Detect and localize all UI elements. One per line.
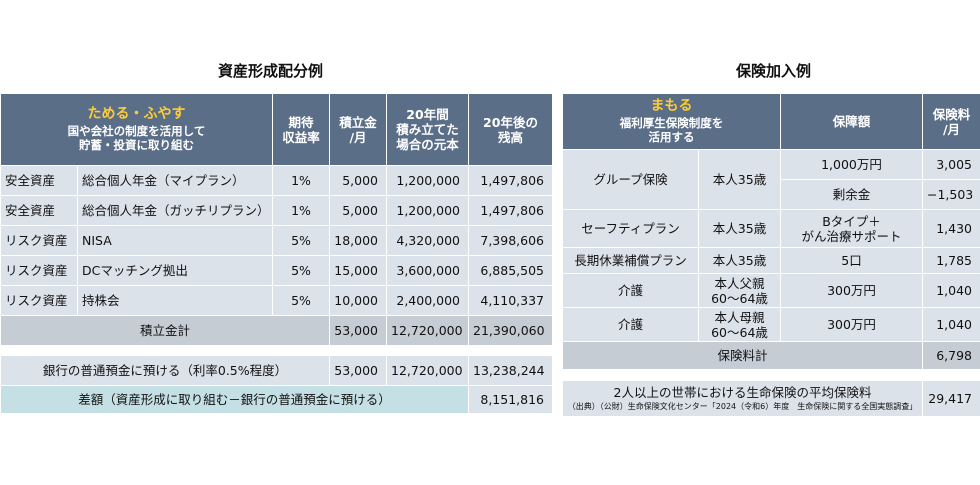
total-label: 積立金計 xyxy=(0,315,330,346)
balance: 1,497,806 xyxy=(468,195,553,226)
insured: 本人35歳 xyxy=(698,149,781,210)
insured: 本人35歳 xyxy=(698,209,781,248)
left-header-description: ためる・ふやす 国や会社の制度を活用して 貯蓄・投資に取り組む xyxy=(0,93,273,166)
col-expected-return: 期待 収益率 xyxy=(272,93,330,166)
insured: 本人母親 60～64歳 xyxy=(698,307,781,342)
total-monthly: 53,000 xyxy=(329,315,387,346)
table-row: リスク資産 DCマッチング拠出 5% 15,000 3,600,000 6,88… xyxy=(0,255,553,286)
total-value: 6,798 xyxy=(922,341,980,370)
asset-type: 安全資産 xyxy=(0,195,78,226)
coverage: 300万円 xyxy=(780,273,923,308)
insured: 本人父親 60～64歳 xyxy=(698,273,781,308)
coverage: 300万円 xyxy=(780,307,923,342)
product-name: DCマッチング拠出 xyxy=(77,255,273,286)
premium: 3,005 xyxy=(922,149,980,180)
table-row: 介護 本人母親 60～64歳 300万円 1,040 xyxy=(562,307,980,342)
plan-name: 長期休業補償プラン xyxy=(562,247,699,274)
bank-monthly: 53,000 xyxy=(329,355,387,386)
bank-row: 銀行の普通預金に預ける（利率0.5%程度） 53,000 12,720,000 … xyxy=(0,355,553,386)
average-row: 2人以上の世帯における生命保険の平均保険料 （出典）（公財）生命保険文化センター… xyxy=(562,380,980,417)
plan-name: 介護 xyxy=(562,307,699,342)
rate: 1% xyxy=(272,195,330,226)
total-label: 保険料計 xyxy=(562,341,923,370)
insurance-example-title: 保険加入例 xyxy=(736,62,812,80)
product-name: NISA xyxy=(77,225,273,256)
principal: 1,200,000 xyxy=(386,195,469,226)
bank-principal: 12,720,000 xyxy=(386,355,469,386)
balance: 6,885,505 xyxy=(468,255,553,286)
table-row: リスク資産 NISA 5% 18,000 4,320,000 7,398,606 xyxy=(0,225,553,256)
table-row: 長期休業補償プラン 本人35歳 5口 1,785 xyxy=(562,247,980,274)
difference-value: 8,151,816 xyxy=(468,385,553,414)
balance: 4,110,337 xyxy=(468,285,553,316)
premium: 1,040 xyxy=(922,307,980,342)
right-header-description: まもる 福利厚生保険制度を 活用する xyxy=(562,93,781,150)
premium: 1,040 xyxy=(922,273,980,308)
coverage: 1,000万円 xyxy=(780,149,923,180)
difference-row: 差額（資産形成に取り組む－銀行の普通預金に預ける） 8,151,816 xyxy=(0,385,553,414)
table-row: 介護 本人父親 60～64歳 300万円 1,040 xyxy=(562,273,980,308)
rate: 5% xyxy=(272,255,330,286)
premium: 1,785 xyxy=(922,247,980,274)
table-row: セーフティプラン 本人35歳 Bタイプ＋ がん治療サポート 1,430 xyxy=(562,209,980,248)
monthly: 10,000 xyxy=(329,285,387,316)
table-row: グループ保険 本人35歳 1,000万円 3,005 xyxy=(562,149,980,210)
total-row: 積立金計 53,000 12,720,000 21,390,060 xyxy=(0,315,553,346)
average-value: 29,417 xyxy=(922,380,980,417)
total-balance: 21,390,060 xyxy=(468,315,553,346)
difference-label: 差額（資産形成に取り組む－銀行の普通預金に預ける） xyxy=(0,385,469,414)
rate: 5% xyxy=(272,285,330,316)
col-balance: 20年後の 残高 xyxy=(468,93,553,166)
principal: 2,400,000 xyxy=(386,285,469,316)
balance: 7,398,606 xyxy=(468,225,553,256)
plan-name: グループ保険 xyxy=(562,149,699,210)
col-monthly: 積立金/月 xyxy=(329,93,387,166)
plan-name: 介護 xyxy=(562,273,699,308)
source-note: （出典）（公財）生命保険文化センター「2024（令和6）年度 生命保険に関する全… xyxy=(567,402,918,412)
col-premium: 保険料/月 xyxy=(922,93,980,150)
asset-allocation-table: ためる・ふやす 国や会社の制度を活用して 貯蓄・投資に取り組む 期待 収益率 積立… xyxy=(0,93,553,414)
premium: 1,430 xyxy=(922,209,980,248)
asset-type: 安全資産 xyxy=(0,165,78,196)
monthly: 5,000 xyxy=(329,195,387,226)
plan-name: セーフティプラン xyxy=(562,209,699,248)
insured: 本人35歳 xyxy=(698,247,781,274)
balance: 1,497,806 xyxy=(468,165,553,196)
premium: −1,503 xyxy=(922,179,980,210)
bank-balance: 13,238,244 xyxy=(468,355,553,386)
coverage: 5口 xyxy=(780,247,923,274)
average-label: 2人以上の世帯における生命保険の平均保険料 （出典）（公財）生命保険文化センター… xyxy=(562,380,923,417)
asset-type: リスク資産 xyxy=(0,285,78,316)
monthly: 5,000 xyxy=(329,165,387,196)
table-row: リスク資産 持株会 5% 10,000 2,400,000 4,110,337 xyxy=(0,285,553,316)
rate: 1% xyxy=(272,165,330,196)
left-header-highlight: ためる・ふやす xyxy=(87,106,186,123)
product-name: 持株会 xyxy=(77,285,273,316)
table-row: 安全資産 総合個人年金（マイプラン） 1% 5,000 1,200,000 1,… xyxy=(0,165,553,196)
asset-type: リスク資産 xyxy=(0,225,78,256)
principal: 4,320,000 xyxy=(386,225,469,256)
table-row: 安全資産 総合個人年金（ガッチリプラン） 1% 5,000 1,200,000 … xyxy=(0,195,553,226)
monthly: 18,000 xyxy=(329,225,387,256)
product-name: 総合個人年金（マイプラン） xyxy=(77,165,273,196)
insurance-table: まもる 福利厚生保険制度を 活用する 保障額 保険料/月 グループ保険 本人35… xyxy=(562,93,980,417)
asset-allocation-title: 資産形成配分例 xyxy=(218,62,324,80)
col-coverage: 保障額 xyxy=(780,93,923,150)
product-name: 総合個人年金（ガッチリプラン） xyxy=(77,195,273,226)
coverage: Bタイプ＋ がん治療サポート xyxy=(780,209,923,248)
coverage: 剰余金 xyxy=(780,179,923,210)
right-header-highlight: まもる xyxy=(650,98,693,115)
bank-label: 銀行の普通預金に預ける（利率0.5%程度） xyxy=(0,355,330,386)
monthly: 15,000 xyxy=(329,255,387,286)
principal: 3,600,000 xyxy=(386,255,469,286)
total-row: 保険料計 6,798 xyxy=(562,341,980,370)
total-principal: 12,720,000 xyxy=(386,315,469,346)
col-principal: 20年間 積み立てた 場合の元本 xyxy=(386,93,469,166)
asset-type: リスク資産 xyxy=(0,255,78,286)
rate: 5% xyxy=(272,225,330,256)
principal: 1,200,000 xyxy=(386,165,469,196)
